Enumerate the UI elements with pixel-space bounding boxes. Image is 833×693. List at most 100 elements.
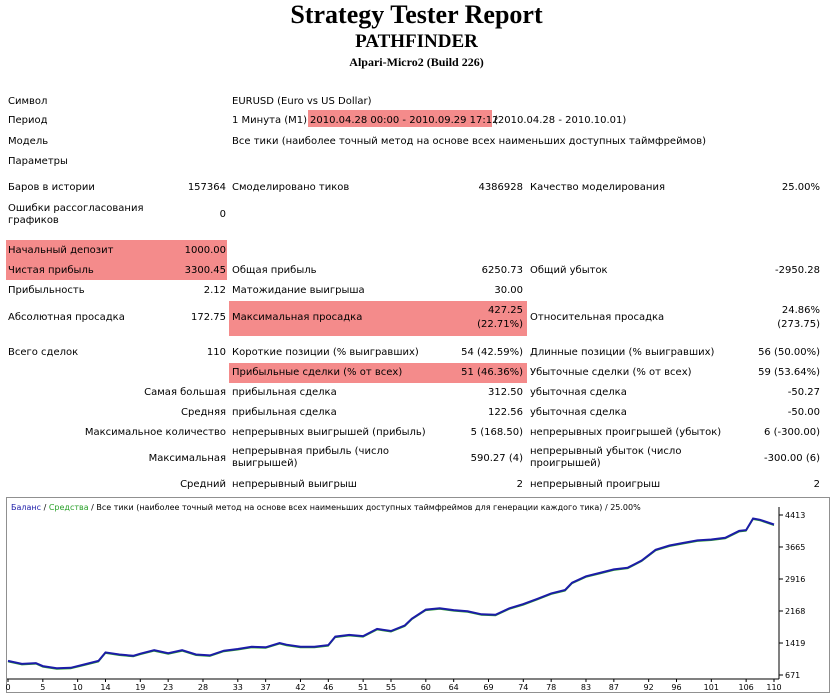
largest-label: Самая большая: [144, 387, 226, 398]
maximal-label: Максимальная: [148, 453, 226, 464]
model-label: Модель: [8, 136, 49, 147]
expected-payoff-label: Матожидание выигрыша: [232, 285, 365, 296]
cons-loss-value: -300.00 (6): [764, 453, 820, 464]
avg-profit-value: 122.56: [488, 407, 523, 418]
avg-wins-label: непрерывный выигрыш: [232, 479, 357, 490]
model-value: Все тики (наиболее точный метод на основ…: [232, 136, 707, 147]
short-positions-value: 54 (42.59%): [461, 347, 523, 358]
cons-profit-value: 590.27 (4): [470, 453, 523, 464]
x-tick-label: 110: [766, 683, 781, 692]
y-tick-label: 4413: [785, 511, 805, 520]
x-tick-label: 106: [739, 683, 754, 692]
avg-loss-label: убыточная сделка: [530, 407, 627, 418]
max-count-label: Максимальное количество: [84, 427, 226, 438]
bars-label: Баров в истории: [8, 182, 95, 193]
x-tick-label: 5: [40, 683, 45, 692]
y-tick-label: 2168: [785, 607, 805, 616]
gross-profit-label: Общая прибыль: [232, 265, 317, 276]
x-tick-label: 101: [704, 683, 719, 692]
balance-series-line: [7, 517, 775, 670]
y-tick-label: 1419: [785, 639, 805, 648]
x-tick-label: 28: [198, 683, 208, 692]
x-tick-label: 60: [421, 683, 431, 692]
largest-profit-value: 312.50: [488, 387, 523, 398]
y-tick-label: 2916: [785, 575, 805, 584]
server-info: Alpari-Micro2 (Build 226): [349, 55, 484, 69]
long-positions-label: Длинные позиции (% выигравших): [530, 347, 715, 358]
profit-trades-label: Прибыльные сделки (% от всех): [232, 367, 403, 378]
x-tick-label: 51: [358, 683, 368, 692]
x-tick-label: 74: [518, 683, 528, 692]
x-tick-label: 87: [609, 683, 619, 692]
gross-loss-label: Общий убыток: [530, 265, 608, 276]
x-tick-label: 69: [483, 683, 493, 692]
expected-payoff-value: 30.00: [494, 285, 523, 296]
chart-legend: Баланс / Средства / Все тики (наиболее т…: [11, 503, 641, 512]
cons-wins-value: 5 (168.50): [470, 427, 523, 438]
ticks-label: Смоделировано тиков: [232, 182, 350, 193]
profit-factor-label: Прибыльность: [8, 285, 85, 296]
x-tick-label: 37: [261, 683, 271, 692]
loss-trades-value: 59 (53.64%): [758, 367, 820, 378]
avg-consecutive-label: Средний: [180, 479, 226, 490]
period-timeframe: 1 Минута (M1): [232, 115, 308, 126]
x-tick-label: 0: [6, 683, 11, 692]
report-title: Strategy Tester Report: [290, 0, 543, 29]
rel-drawdown-label: Относительная просадка: [530, 312, 665, 323]
net-profit-value: 3300.45: [184, 265, 226, 276]
x-tick-label: 23: [163, 683, 173, 692]
x-tick-label: 83: [581, 683, 591, 692]
symbol-value: EURUSD (Euro vs US Dollar): [232, 96, 372, 107]
abs-drawdown-label: Абсолютная просадка: [8, 312, 125, 323]
max-drawdown-label: Максимальная просадка: [232, 312, 363, 323]
largest-loss-value: -50.27: [787, 387, 820, 398]
x-tick-label: 96: [671, 683, 681, 692]
profit-trades-value: 51 (46.36%): [461, 367, 523, 378]
legend-equity: Средства: [49, 503, 89, 512]
long-positions-value: 56 (50.00%): [758, 347, 820, 358]
period-label: Период: [8, 115, 48, 126]
max-drawdown-percent: (22.71%): [477, 319, 523, 330]
legend-description: / Все тики (наиболее точный метод на осн…: [89, 503, 641, 512]
x-tick-label: 46: [323, 683, 333, 692]
rel-drawdown-value: (273.75): [777, 319, 820, 330]
parameters-label: Параметры: [8, 156, 68, 167]
y-tick-label: 3665: [785, 543, 805, 552]
avg-profit-label: прибыльная сделка: [232, 407, 337, 418]
profit-trades-highlight: [229, 363, 527, 383]
x-tick-label: 19: [135, 683, 145, 692]
mismatch-label: Ошибки рассогласования графиков: [8, 203, 144, 226]
max-drawdown-highlight: [229, 301, 527, 336]
cons-losses-value: 6 (-300.00): [764, 427, 820, 438]
cons-losses-label: непрерывных проигрышей (убыток): [530, 427, 722, 438]
largest-profit-label: прибыльная сделка: [232, 387, 337, 398]
x-tick-label: 42: [295, 683, 305, 692]
avg-losses-value: 2: [813, 479, 820, 490]
quality-label: Качество моделирования: [530, 182, 665, 193]
rel-drawdown-percent: 24.86%: [781, 305, 820, 316]
chart-frame: [6, 497, 830, 693]
avg-losses-label: непрерывный проигрыш: [530, 479, 661, 490]
cons-profit-label: непрерывная прибыль (число выигрышей): [232, 446, 389, 469]
period-data-range: (2010.04.28 - 2010.10.01): [494, 115, 627, 126]
legend-separator: /: [41, 503, 49, 512]
bars-value: 157364: [187, 182, 226, 193]
gross-loss-value: -2950.28: [775, 265, 820, 276]
net-profit-highlight: [6, 260, 227, 280]
total-trades-value: 110: [206, 347, 226, 358]
max-drawdown-value: 427.25: [488, 305, 523, 316]
cons-wins-label: непрерывных выигрышей (прибыль): [232, 427, 426, 438]
y-tick-label: 671: [785, 671, 800, 680]
period-range-highlight: [308, 110, 492, 127]
x-tick-label: 78: [546, 683, 556, 692]
average-label: Средняя: [181, 407, 226, 418]
total-trades-label: Всего сделок: [8, 347, 79, 358]
cons-loss-label: непрерывный убыток (число проигрышей): [530, 446, 682, 469]
mismatch-value: 0: [219, 209, 226, 220]
quality-value: 25.00%: [781, 182, 820, 193]
legend-balance: Баланс: [11, 503, 41, 512]
loss-trades-label: Убыточные сделки (% от всех): [530, 367, 692, 378]
period-range: 2010.04.28 00:00 - 2010.09.29 17:12: [310, 115, 499, 126]
abs-drawdown-value: 172.75: [191, 312, 226, 323]
short-positions-label: Короткие позиции (% выигравших): [232, 347, 419, 358]
